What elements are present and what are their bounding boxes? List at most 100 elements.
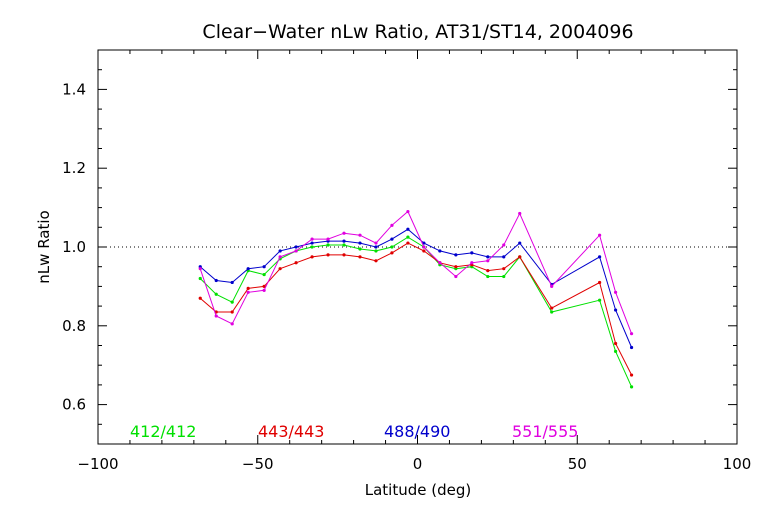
data-point [629, 332, 634, 336]
data-point [470, 261, 474, 265]
legend-entry: 551/555 [512, 422, 578, 441]
data-point [294, 245, 298, 249]
data-point [550, 310, 554, 314]
data-point [278, 267, 282, 271]
data-point [230, 300, 234, 304]
data-point [486, 255, 490, 259]
data-point [214, 292, 218, 296]
data-point [214, 278, 218, 283]
data-point [613, 290, 618, 294]
data-point [470, 251, 474, 255]
data-point [550, 306, 554, 310]
data-point [502, 255, 506, 259]
data-point [406, 209, 410, 214]
data-point [262, 272, 266, 277]
data-point [326, 237, 330, 241]
data-point [342, 253, 346, 257]
series-line-443-443 [199, 242, 633, 376]
data-point [518, 211, 522, 216]
data-point [230, 310, 234, 314]
data-point [294, 261, 298, 265]
data-point [502, 267, 506, 271]
data-point [214, 314, 218, 318]
data-point [502, 274, 506, 279]
data-point [390, 245, 394, 249]
data-point [390, 251, 394, 255]
y-axis-label: nLw Ratio [35, 210, 53, 283]
data-point [454, 265, 458, 269]
plot-frame [97, 49, 738, 445]
data-point [374, 249, 378, 253]
data-point [613, 341, 618, 346]
data-point [454, 253, 458, 257]
data-point [438, 261, 442, 265]
data-point [438, 249, 442, 253]
y-tick-label: 1.0 [62, 238, 86, 256]
data-point [326, 253, 330, 257]
data-point [613, 308, 618, 312]
legend-entry: 443/443 [258, 422, 324, 441]
data-point [246, 267, 250, 271]
data-point [358, 241, 362, 245]
data-point [629, 345, 634, 350]
data-point [246, 286, 250, 290]
data-point [422, 245, 426, 249]
data-point [390, 223, 394, 227]
data-point [358, 233, 362, 237]
data-point [278, 249, 282, 253]
data-point [486, 269, 490, 273]
y-tick-label: 0.6 [62, 396, 86, 414]
data-point [310, 255, 314, 259]
data-point [358, 255, 362, 259]
legend-entry: 488/490 [384, 422, 450, 441]
data-point [262, 284, 266, 288]
data-point [198, 267, 202, 271]
data-point [230, 322, 234, 326]
data-point [406, 235, 410, 239]
data-point [598, 280, 602, 285]
data-point [262, 288, 266, 292]
data-point [629, 385, 634, 389]
data-point [342, 231, 346, 235]
legend-entry: 412/412 [130, 422, 196, 441]
data-point [598, 298, 602, 302]
data-point [406, 241, 410, 245]
data-point [278, 255, 282, 259]
data-point [262, 265, 266, 269]
data-point [486, 274, 490, 279]
series-group [198, 209, 634, 389]
series-line-412-412 [199, 236, 633, 388]
x-tick-label: −100 [77, 455, 118, 473]
x-axis-label: Latitude (deg) [365, 481, 471, 499]
chart-title: Clear−Water nLw Ratio, AT31/ST14, 200409… [202, 21, 633, 43]
data-point [310, 237, 314, 241]
x-tick-label: 50 [568, 455, 587, 473]
data-point [374, 241, 378, 245]
x-tick-label: 100 [723, 455, 752, 473]
data-point [550, 284, 554, 288]
data-point [310, 245, 314, 249]
y-tick-label: 1.2 [62, 159, 86, 177]
data-point [358, 247, 362, 251]
data-point [390, 237, 394, 241]
data-point [486, 259, 490, 263]
legend: 412/412 443/443 488/490 551/555 [130, 422, 578, 441]
data-point [613, 349, 618, 354]
data-point [230, 280, 234, 285]
y-tick-label: 0.8 [62, 317, 86, 335]
data-point [598, 255, 602, 259]
data-point [454, 274, 458, 279]
data-point [518, 241, 522, 245]
data-point [598, 233, 602, 237]
data-point [198, 296, 202, 300]
data-point [406, 227, 410, 231]
data-point [374, 259, 378, 263]
data-point [198, 276, 202, 281]
data-point [342, 243, 346, 247]
x-tick-label: 0 [413, 455, 423, 473]
y-tick-label: 1.4 [62, 80, 86, 98]
data-point [518, 255, 522, 259]
axis-ticks: −100 −50 0 50 100 0.6 0.8 1.0 1.2 1.4 [62, 49, 752, 473]
data-point [502, 243, 506, 247]
